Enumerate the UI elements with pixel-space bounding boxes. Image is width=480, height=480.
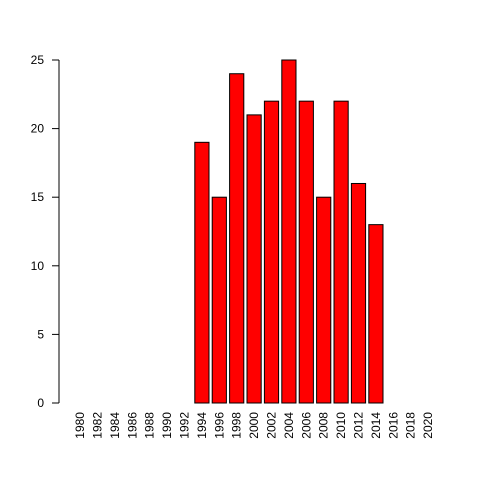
x-tick-label: 1980 (73, 412, 87, 439)
x-tick-label: 2000 (247, 412, 261, 439)
bar (350, 182, 367, 404)
y-tick-label: 20 (31, 122, 45, 136)
bar (246, 114, 262, 404)
x-tick-label: 1982 (91, 412, 105, 439)
x-tick-label: 2004 (282, 412, 296, 439)
x-tick-label: 1994 (195, 412, 209, 439)
x-tick-label: 2008 (317, 412, 331, 439)
x-tick-label: 2020 (421, 412, 435, 439)
x-axis-labels: 1980 1982 1984 1986 1988 1990 1992 1994 1996 1998… (73, 412, 435, 439)
x-tick-label: 2018 (404, 412, 418, 439)
y-tick-label: 5 (37, 327, 44, 341)
bar (263, 100, 280, 404)
x-tick-label: 1996 (212, 412, 226, 439)
x-tick-label: 2012 (352, 412, 366, 439)
y-axis: 0 5 10 15 20 25 (31, 53, 60, 410)
x-tick-label: 1992 (178, 412, 192, 439)
bar (316, 196, 332, 404)
y-tick-label: 10 (31, 259, 45, 273)
x-tick-label: 2014 (369, 412, 383, 439)
x-tick-label: 1998 (230, 412, 244, 439)
x-tick-label: 2002 (265, 412, 279, 439)
x-tick-label: 1986 (125, 412, 139, 439)
bar (333, 100, 349, 404)
bar (298, 100, 314, 404)
bar (229, 73, 245, 404)
bar (368, 224, 384, 404)
x-tick-label: 1990 (160, 412, 174, 439)
x-tick-label: 1984 (108, 412, 122, 439)
x-tick-label: 2016 (386, 412, 400, 439)
y-tick-label: 15 (31, 190, 45, 204)
y-tick-label: 0 (37, 396, 44, 410)
bar (211, 196, 227, 404)
y-tick-label: 25 (31, 53, 45, 67)
x-tick-label: 2006 (299, 412, 313, 439)
bars (194, 59, 384, 404)
x-tick-label: 2010 (334, 412, 348, 439)
bar (281, 59, 297, 404)
bar (194, 141, 210, 404)
x-tick-label: 1988 (143, 412, 157, 439)
